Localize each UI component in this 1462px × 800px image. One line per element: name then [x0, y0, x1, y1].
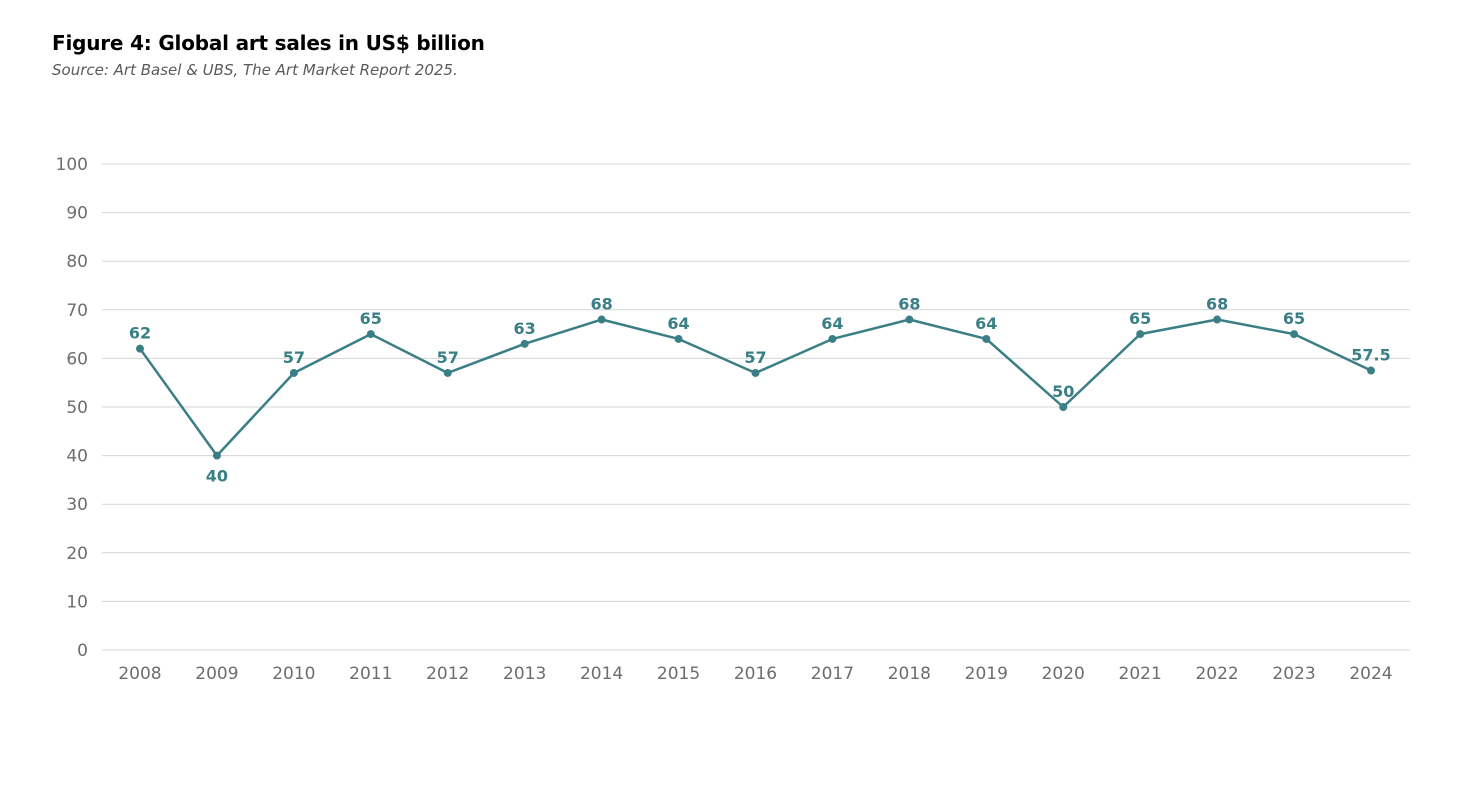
x-tick-label: 2022 [1195, 664, 1238, 684]
data-label: 64 [975, 314, 997, 333]
data-label: 57 [283, 348, 305, 367]
data-points [136, 315, 1375, 460]
x-tick-label: 2008 [118, 664, 161, 684]
data-label: 57 [744, 348, 766, 367]
x-tick-label: 2013 [503, 664, 546, 684]
data-point [1213, 315, 1222, 324]
data-label: 65 [1129, 309, 1151, 328]
data-point [520, 339, 529, 348]
data-point [443, 368, 452, 377]
data-label: 57 [437, 348, 459, 367]
x-tick-label: 2015 [657, 664, 700, 684]
gridlines [102, 163, 1410, 651]
data-point [289, 368, 298, 377]
data-label: 65 [360, 309, 382, 328]
data-labels: 62 40 57 65 57 63 68 64 57 64 68 64 50 65 68 65 57.5 [129, 295, 1391, 486]
y-tick-label: 10 [66, 592, 88, 612]
series-line [138, 318, 1372, 457]
x-tick-label: 2023 [1272, 664, 1315, 684]
data-label: 57.5 [1351, 346, 1390, 365]
y-tick-label: 40 [66, 447, 88, 467]
data-label: 50 [1052, 382, 1074, 401]
y-tick-label: 60 [66, 349, 88, 369]
data-point [212, 451, 221, 460]
data-point [1290, 330, 1299, 339]
data-label: 68 [1206, 295, 1228, 314]
y-axis-tick-labels: 0 10 20 30 40 50 60 70 80 90 100 [56, 155, 88, 661]
y-tick-label: 30 [66, 495, 88, 515]
y-tick-label: 20 [66, 544, 88, 564]
chart-title: Figure 4: Global art sales in US$ billio… [52, 31, 485, 55]
data-label: 65 [1283, 309, 1305, 328]
y-tick-label: 70 [66, 301, 88, 321]
x-tick-label: 2017 [811, 664, 854, 684]
data-point [366, 330, 375, 339]
x-tick-label: 2024 [1349, 664, 1392, 684]
data-point [1367, 366, 1375, 375]
data-point [1059, 403, 1068, 411]
data-label: 64 [667, 314, 689, 333]
data-label: 64 [821, 314, 843, 333]
series-line-layer [138, 318, 1372, 457]
x-tick-label: 2010 [272, 664, 315, 684]
x-tick-label: 2012 [426, 664, 469, 684]
y-tick-label: 0 [77, 641, 88, 661]
data-label: 62 [129, 324, 151, 343]
y-tick-label: 90 [66, 204, 88, 224]
x-tick-label: 2018 [888, 664, 931, 684]
data-label: 40 [206, 467, 228, 486]
data-point [1136, 330, 1145, 339]
x-tick-label: 2014 [580, 664, 623, 684]
data-point [674, 334, 683, 343]
chart-source: Source: Art Basel & UBS, The Art Market … [52, 61, 458, 79]
x-tick-label: 2021 [1119, 664, 1162, 684]
x-tick-label: 2020 [1042, 664, 1085, 684]
data-point [751, 368, 760, 377]
data-point [828, 334, 837, 343]
x-axis-tick-labels: 2008 2009 2010 2011 2012 2013 2014 2015 2016 2017… [118, 664, 1392, 684]
x-tick-label: 2011 [349, 664, 392, 684]
x-tick-label: 2016 [734, 664, 777, 684]
x-tick-label: 2019 [965, 664, 1008, 684]
data-point [136, 344, 144, 353]
y-tick-label: 50 [66, 398, 88, 418]
data-label: 68 [898, 295, 920, 314]
data-label: 63 [514, 319, 536, 338]
data-point [597, 315, 606, 324]
data-point [982, 334, 991, 343]
data-point [905, 315, 914, 324]
x-tick-label: 2009 [195, 664, 238, 684]
data-label: 68 [590, 295, 612, 314]
y-tick-label: 100 [56, 155, 88, 175]
y-tick-label: 80 [66, 252, 88, 272]
